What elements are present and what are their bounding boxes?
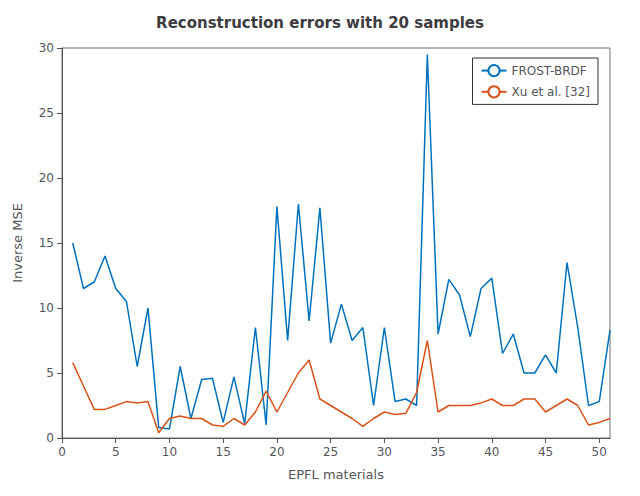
- svg-text:25: 25: [39, 106, 54, 120]
- svg-text:0: 0: [46, 431, 54, 445]
- svg-text:Xu et al. [32]: Xu et al. [32]: [512, 85, 591, 99]
- svg-text:FROST-BRDF: FROST-BRDF: [512, 64, 587, 78]
- svg-text:40: 40: [484, 445, 499, 459]
- svg-text:0: 0: [58, 445, 66, 459]
- svg-text:Reconstruction errors with 20: Reconstruction errors with 20 samples: [156, 14, 484, 32]
- svg-text:45: 45: [538, 445, 553, 459]
- svg-text:5: 5: [112, 445, 120, 459]
- svg-text:10: 10: [39, 301, 54, 315]
- svg-text:20: 20: [269, 445, 284, 459]
- svg-text:25: 25: [323, 445, 338, 459]
- svg-text:15: 15: [216, 445, 231, 459]
- svg-text:15: 15: [39, 236, 54, 250]
- svg-text:5: 5: [46, 366, 54, 380]
- svg-text:EPFL materials: EPFL materials: [288, 467, 384, 482]
- svg-text:10: 10: [162, 445, 177, 459]
- svg-text:30: 30: [39, 41, 54, 55]
- svg-text:30: 30: [377, 445, 392, 459]
- svg-text:50: 50: [592, 445, 607, 459]
- svg-text:35: 35: [430, 445, 445, 459]
- svg-text:Inverse MSE: Inverse MSE: [10, 203, 25, 283]
- svg-text:20: 20: [39, 171, 54, 185]
